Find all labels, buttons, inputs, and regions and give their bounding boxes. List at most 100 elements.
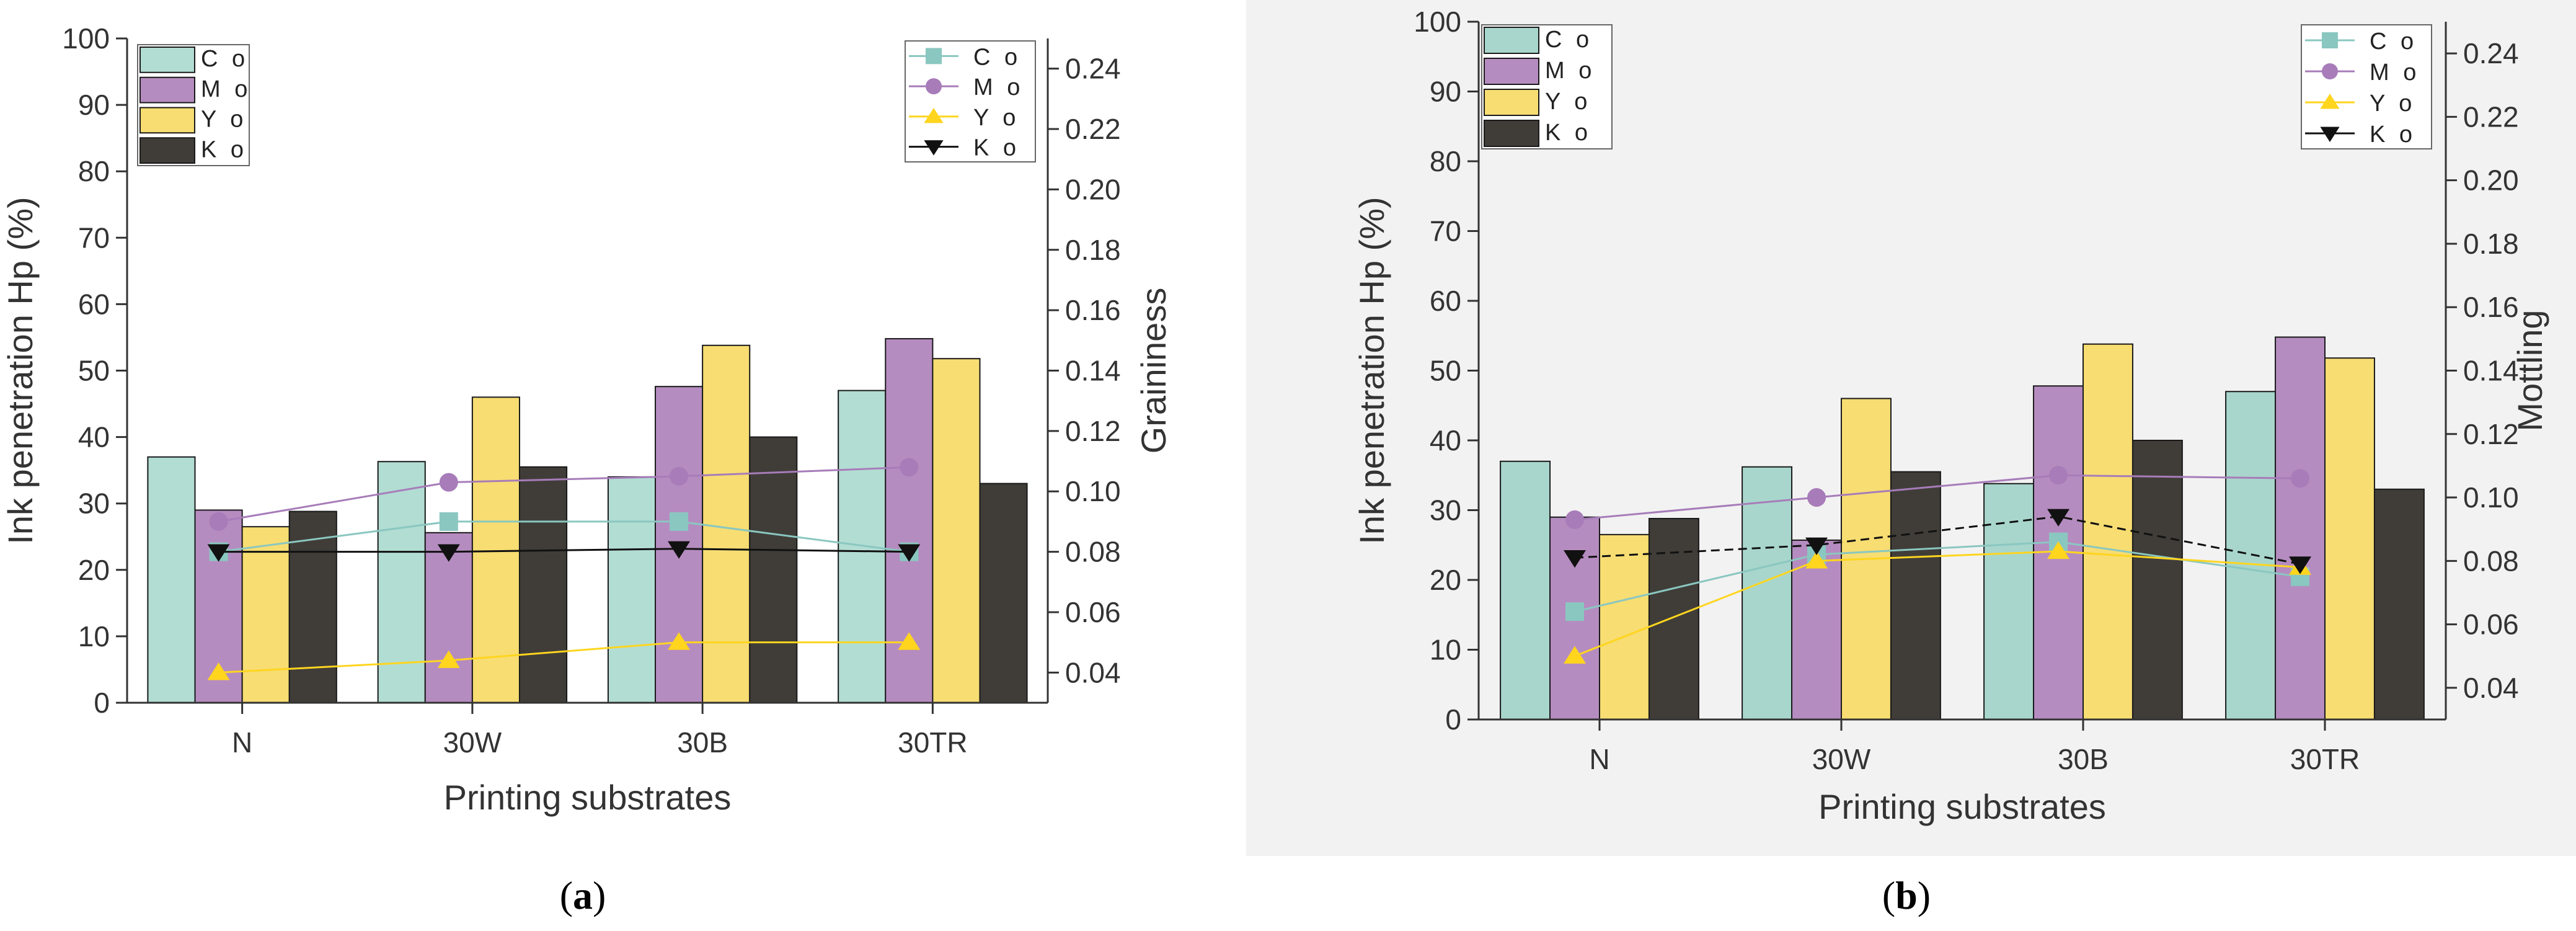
point-ko-30tr	[898, 544, 921, 562]
y-tick-label: 30	[1430, 494, 1461, 527]
point-ko-30tr	[2289, 556, 2312, 574]
bar-mo-30tr	[2275, 336, 2326, 720]
bar-ko-n	[288, 510, 337, 703]
y-tick-label: 30	[78, 488, 110, 520]
legend-label: Y o	[2370, 91, 2415, 117]
legend-label: C o	[1545, 27, 1593, 53]
legend-lines: C o M o Y o K o	[2301, 24, 2432, 149]
y-tick-label: 90	[1430, 76, 1461, 108]
bar-co-30w	[1742, 466, 1793, 720]
y2-tick-label: 0.10	[2463, 481, 2519, 514]
point-ko-30w	[437, 544, 460, 562]
legend-label: K o	[2370, 122, 2416, 148]
legend-label: K o	[973, 135, 1020, 161]
bar-yo-30tr	[2324, 357, 2375, 720]
y2-tick-label: 0.04	[2463, 672, 2519, 704]
panel-label-open: (	[1882, 873, 1895, 917]
y2-axis-title: Graininess	[1134, 288, 1173, 454]
y-tick-label: 100	[1414, 6, 1461, 38]
bar-yo-n	[241, 526, 290, 703]
point-yo-30w	[437, 650, 460, 668]
legend-swatch	[1484, 89, 1539, 116]
legend-label: M o	[973, 74, 1024, 100]
line-ko	[218, 548, 910, 553]
bar-co-30tr	[838, 390, 887, 703]
y-tick-label: 80	[78, 155, 110, 187]
y2-tick-label: 0.12	[1065, 415, 1121, 447]
legend-label: C o	[973, 44, 1021, 70]
legend-marker	[924, 107, 944, 123]
line-yo	[218, 641, 910, 674]
x-tick-label: 30TR	[898, 726, 967, 759]
line-mo	[1574, 474, 2301, 521]
y2-tick-label: 0.12	[2463, 418, 2519, 450]
y-tick-label: 0	[94, 687, 110, 719]
point-mo-30w	[439, 473, 458, 492]
y-tick-label: 100	[62, 22, 110, 55]
bar-yo-n	[1599, 533, 1650, 720]
panel-label-letter: b	[1895, 873, 1918, 917]
point-mo-30tr	[2291, 469, 2310, 488]
legend-lines: C o M o Y o K o	[905, 40, 1036, 163]
y2-tick-label: 0.24	[1065, 53, 1121, 85]
y-tick-label: 70	[1430, 215, 1461, 247]
y-tick-label: 90	[78, 89, 110, 121]
y2-tick-label: 0.24	[2463, 37, 2519, 69]
y-tick-label: 20	[1430, 564, 1461, 596]
point-yo-30tr	[898, 632, 921, 650]
y-tick-label: 60	[1430, 285, 1461, 317]
y2-tick-label: 0.22	[1065, 113, 1121, 145]
legend-marker	[926, 48, 942, 65]
point-yo-30b	[2047, 541, 2070, 559]
x-tick-label: 30W	[443, 726, 502, 759]
panel-label: (a)	[560, 873, 606, 917]
point-yo-n	[207, 662, 230, 680]
x-tick-label: 30B	[2058, 743, 2109, 775]
line-ko	[1574, 515, 2301, 565]
point-co-30w	[439, 512, 458, 531]
point-mo-30b	[2049, 466, 2068, 485]
point-mo-30b	[670, 466, 689, 486]
x-axis-title: Printing substrates	[444, 778, 732, 817]
legend-swatch	[1484, 58, 1539, 85]
y2-tick-label: 0.20	[1065, 173, 1121, 205]
point-co-30b	[670, 512, 689, 531]
y-tick-label: 0	[1445, 703, 1461, 736]
bar-mo-30w	[1791, 539, 1843, 720]
legend-label: C o	[201, 46, 249, 72]
legend-marker	[2322, 32, 2338, 48]
x-tick-label: N	[232, 726, 252, 759]
x-tick-label: N	[1589, 743, 1609, 775]
y-tick-label: 60	[78, 288, 110, 320]
chart-panel-a: 0 10 20 30 40 50 60 70 80 90 100 0.04 0.06 0.08 0.10 0.…	[1, 22, 1173, 917]
point-yo-n	[1564, 646, 1587, 664]
panel-label: (b)	[1882, 873, 1931, 917]
y2-tick-label: 0.14	[2463, 355, 2519, 387]
point-mo-n	[209, 512, 228, 531]
y-tick-label: 70	[78, 221, 110, 254]
bar-ko-30w	[1890, 471, 1941, 720]
y2-tick-label: 0.18	[2463, 228, 2519, 260]
legend-bars: C o M o Y o K o	[1481, 24, 1613, 149]
legend-marker	[2320, 93, 2340, 109]
legend-swatch	[139, 107, 195, 134]
bar-co-30b	[1983, 483, 2035, 720]
y-axis-title: Ink penetration Hp (%)	[1, 197, 40, 544]
y-tick-label: 10	[78, 620, 110, 653]
bar-yo-30w	[471, 396, 520, 704]
point-ko-n	[1564, 550, 1587, 568]
bar-yo-30b	[2082, 343, 2133, 720]
bar-ko-30w	[518, 466, 568, 703]
legend-label: M o	[2370, 60, 2420, 86]
y-tick-label: 40	[1430, 424, 1461, 457]
y-tick-label: 50	[78, 355, 110, 387]
legend-swatch	[1484, 120, 1539, 147]
x-axis-title: Printing substrates	[1818, 787, 2106, 826]
bar-co-n	[1500, 460, 1551, 720]
legend-label: M o	[1545, 58, 1595, 84]
bar-co-30w	[377, 461, 426, 703]
legend-label: K o	[1545, 120, 1591, 146]
legend-label: M o	[201, 76, 251, 102]
x-tick-label: 30B	[677, 726, 728, 759]
